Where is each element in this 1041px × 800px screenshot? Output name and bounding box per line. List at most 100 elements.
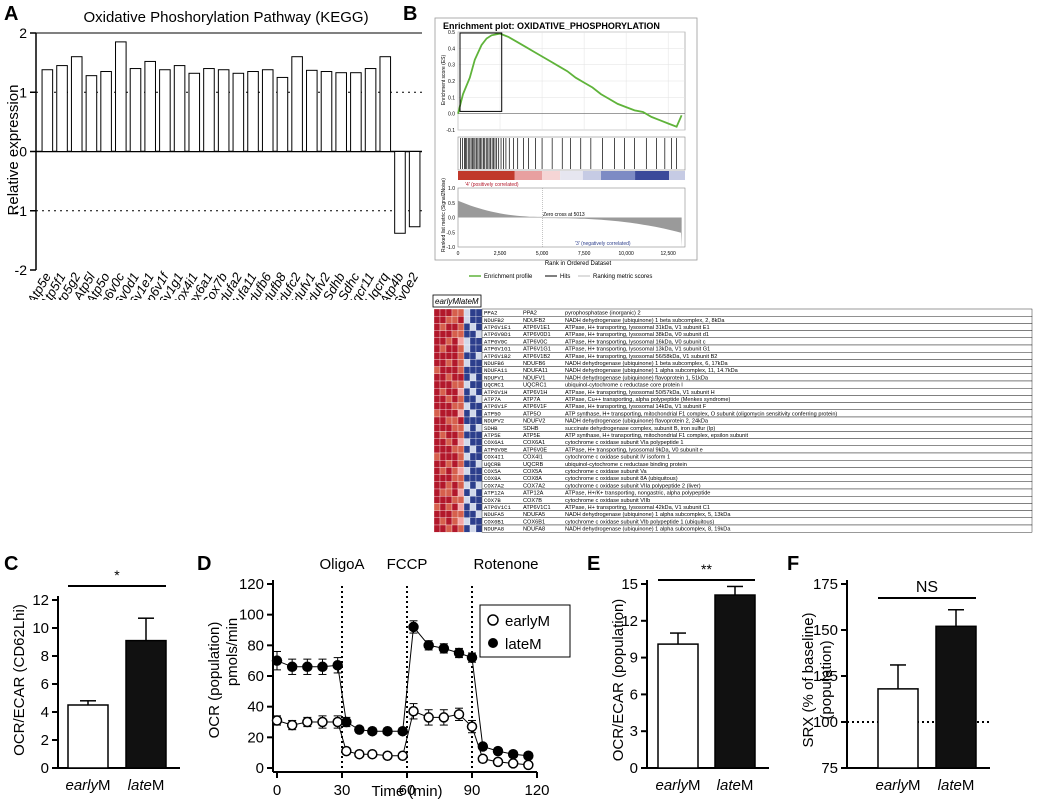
heatmap-row-gene: ATP6V0C: [523, 339, 547, 345]
heatmap-cell: [475, 366, 483, 374]
bar-a: [335, 72, 347, 152]
enrichment-profile-line: [457, 32, 683, 128]
bar-a: [85, 75, 98, 152]
heatmap-row-probe: NDUFA5: [484, 511, 504, 518]
panel-c-chart: C OCR/ECAR (CD62Lhi) 0 2 4 6 8 10 12 earlyM late…: [4, 553, 180, 794]
heatmap-cell: [463, 409, 471, 418]
panel-label-f: F: [787, 553, 799, 575]
heatmap-cell: [469, 323, 477, 331]
heatmap-cell: [469, 308, 477, 317]
data-point-lateM: [341, 716, 352, 728]
heatmap-cell: [475, 402, 483, 410]
es-y-tick-label: 0.2: [448, 79, 455, 85]
heatmap-row-description: ubiquinol-cytochrome c reductase core pr…: [565, 383, 683, 389]
bar-a: [188, 72, 201, 152]
heatmap-row-description: ATPase, H+ transporting, lysosomal 9kDa,…: [565, 447, 703, 453]
heatmap-cell: [475, 416, 483, 425]
heatmap-cell: [463, 488, 471, 497]
bar-a: [159, 69, 171, 152]
heatmap-row-probe: ATP6V1G1: [484, 346, 511, 353]
legend-b-1: Hits: [560, 274, 570, 280]
es-y-tick-label: -0.1: [446, 128, 455, 134]
heatmap-cell: [451, 510, 459, 518]
heatmap-cell: [463, 503, 471, 511]
heatmap-row-gene: COX4I1: [523, 455, 543, 461]
heatmap-cell: [469, 388, 477, 396]
y-tick-label: 3: [630, 723, 638, 740]
heatmap-row-description: ATPase, Cu++ transporting, alpha polypep…: [565, 397, 730, 403]
heatmap-cell: [445, 344, 453, 353]
heatmap-cell: [475, 395, 483, 403]
heatmap-cell: [451, 373, 459, 382]
heatmap-row-probe: ATP6V1B2: [484, 353, 511, 360]
bar: [714, 594, 756, 769]
heatmap-cell: [451, 330, 459, 338]
bar: [125, 639, 167, 769]
bar-a: [173, 65, 186, 152]
y-tick-label: 15: [621, 576, 638, 593]
heatmap-cell: [445, 337, 453, 346]
bar-a: [408, 151, 421, 228]
metric-x-tick-label: 10,000: [618, 251, 634, 257]
heatmap-cell: [445, 352, 453, 360]
pos-corr-label: '4' (positively correlated): [465, 182, 519, 188]
heatmap-cell: [463, 481, 471, 490]
heatmap-cell: [469, 467, 477, 475]
heatmap-cell: [451, 481, 459, 490]
legend-d-early: earlyM: [505, 613, 550, 630]
heatmap-cell: [451, 460, 459, 468]
metric-x-tick-label: 7,500: [578, 251, 591, 257]
heatmap-cell: [439, 359, 447, 367]
heatmap-row-probe: COX7B: [484, 497, 501, 504]
heatmap-cell: [463, 460, 471, 468]
heatmap-cell: [457, 517, 465, 526]
y-tick-label: 75: [821, 760, 838, 777]
heatmap-cell: [451, 474, 459, 482]
heatmap-row-gene: COX6B1: [523, 519, 545, 525]
heatmap-cell: [433, 416, 441, 425]
heatmap-row-gene: NDUFA5: [523, 512, 545, 518]
heatmap-cell: [469, 316, 477, 324]
zero-cross-label: Zero cross at 5013: [543, 212, 585, 218]
data-point-lateM: [523, 750, 534, 761]
heatmap-cell: [445, 395, 453, 403]
heatmap-cell: [457, 402, 465, 410]
heatmap-row-gene: COX7A2: [523, 483, 545, 489]
heatmap-cell: [475, 388, 483, 396]
heatmap-cell: [463, 352, 471, 360]
heatmap-cell: [475, 323, 483, 331]
heatmap-row-description: ubiquinol-cytochrome c reductase binding…: [565, 462, 687, 468]
heatmap-cell: [463, 395, 471, 403]
data-point-earlyM: [477, 753, 489, 765]
chart-title-a: Oxidative Phoshorylation Pathway (KEGG): [83, 9, 368, 26]
heatmap-cell: [439, 366, 447, 374]
heatmap-cell: [457, 481, 465, 490]
heatmap-row-gene: ATP6V1C1: [523, 505, 551, 511]
heatmap-cell: [451, 438, 459, 446]
heatmap-cell: [433, 488, 441, 497]
heatmap-cell: [451, 344, 459, 353]
data-point-earlyM: [397, 750, 408, 761]
heatmap-cell: [463, 388, 471, 396]
heatmap-cell: [439, 344, 447, 353]
heatmap-row-gene: COX6A1: [523, 440, 545, 446]
heatmap-cell: [445, 481, 453, 490]
heatmap-row-gene: ATP6V1H: [523, 390, 547, 396]
heatmap-cell: [433, 330, 441, 338]
y-tick-label: 4: [41, 704, 49, 721]
heatmap-row-gene: NDUFA11: [523, 368, 548, 374]
heatmap-cell: [463, 337, 471, 346]
es-y-tick-label: 0.0: [448, 112, 455, 118]
heatmap-cell: [469, 510, 477, 518]
heatmap-cell: [433, 460, 441, 468]
x-tick-label-d: 120: [524, 782, 549, 799]
heatmap-cell: [469, 380, 477, 389]
heatmap-cell: [439, 524, 447, 533]
data-point-earlyM: [523, 759, 534, 771]
heatmap-cell: [439, 323, 447, 331]
heatmap-cell: [445, 316, 453, 324]
heatmap-row-description: ATPase, H+ transporting, lysosomal 50/57…: [565, 390, 715, 396]
data-point-earlyM: [453, 709, 465, 720]
heatmap-cell: [475, 344, 483, 353]
heatmap-row-description: NADH dehydrogenase (ubiquinone) flavopro…: [565, 419, 709, 425]
